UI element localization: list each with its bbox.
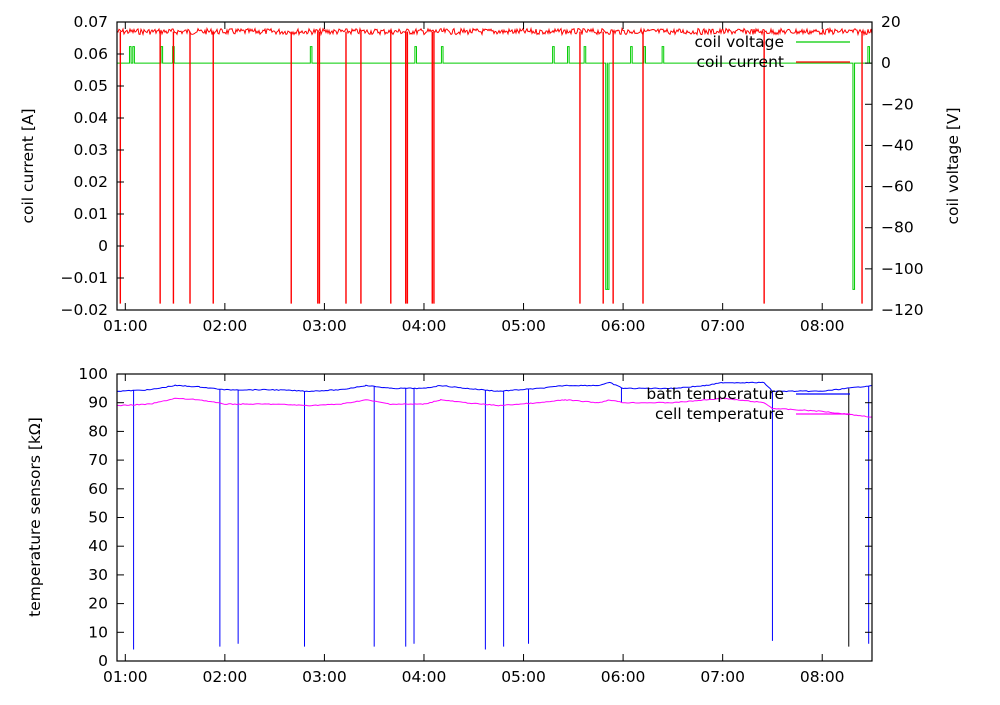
top-y-tick-label: 0.01 [73,205,108,223]
bottom-y-tick-label: 30 [88,566,108,584]
top-chart-series [116,26,873,304]
top-y-tick-label: 0.07 [73,13,108,31]
top-x-tick-label: 08:00 [800,317,845,335]
bottom-chart-series [116,381,873,650]
cell-temperature-line [116,397,873,418]
bottom-y-tick-label: 70 [88,451,108,469]
bottom-y-tick-label: 0 [98,652,108,670]
bottom-x-tick-label: 01:00 [103,668,148,686]
top-y2-tick-label: −40 [881,136,914,154]
top-x-tick-label: 04:00 [402,317,447,335]
top-y-tick-label: 0.04 [73,109,108,127]
top-y-tick-label: 0.02 [73,173,108,191]
top-y-tick-label: 0.03 [73,141,108,159]
bottom-x-tick-label: 03:00 [302,668,347,686]
top-y2-tick-label: 20 [881,13,901,31]
top-y-tick-label: 0.06 [73,45,108,63]
bottom-y-tick-label: 60 [88,480,108,498]
top-legend-label: coil voltage [695,33,784,51]
bottom-x-tick-label: 08:00 [800,668,845,686]
top-x-tick-label: 02:00 [203,317,248,335]
bottom-x-tick-label: 05:00 [501,668,546,686]
bottom-x-tick-label: 02:00 [203,668,248,686]
bottom-y-tick-label: 20 [88,595,108,613]
top-y2-tick-label: −20 [881,95,914,113]
top-y-tick-label: 0 [98,237,108,255]
bottom-y-tick-label: 90 [88,394,108,412]
bottom-x-tick-label: 07:00 [700,668,745,686]
top-chart: 01:00 02:00 03:00 04:00 05:00 06:00 07:00 08:00… [19,13,962,335]
top-y2-tick-label: 0 [881,54,891,72]
bottom-chart-y-axis-label: temperature sensors [kΩ] [26,417,44,617]
top-chart-legend: coil voltage coil current [695,33,850,71]
top-y2-tick-label: −120 [881,301,924,319]
top-x-tick-label: 01:00 [103,317,148,335]
bottom-chart-axes: 01:00 02:00 03:00 04:00 05:00 06:00 07:00 08:00… [78,365,872,686]
bottom-y-tick-label: 50 [88,509,108,527]
coil-voltage-line [117,46,872,290]
bottom-legend-label: bath temperature [646,385,784,403]
bottom-x-tick-label: 04:00 [402,668,447,686]
top-legend-label: coil current [697,53,784,71]
coil-current-line [116,26,873,37]
top-x-tick-label: 06:00 [601,317,646,335]
top-x-tick-label: 03:00 [302,317,347,335]
top-chart-frame [116,21,873,311]
top-y2-tick-label: −60 [881,178,914,196]
top-y2-tick-label: −100 [881,260,924,278]
top-x-tick-label: 07:00 [700,317,745,335]
bottom-chart: 01:00 02:00 03:00 04:00 05:00 06:00 07:00 08:00… [26,365,873,686]
top-y2-tick-label: −80 [881,219,914,237]
top-chart-y2-axis-label: coil voltage [V] [944,107,962,224]
bottom-y-tick-label: 40 [88,537,108,555]
top-y-tick-label: −0.02 [61,301,109,319]
bottom-y-tick-label: 10 [88,623,108,641]
top-y-tick-label: 0.05 [73,77,108,95]
bottom-x-tick-label: 06:00 [601,668,646,686]
bottom-y-tick-label: 80 [88,422,108,440]
top-y-tick-label: −0.01 [61,269,109,287]
bottom-legend-label: cell temperature [655,405,784,423]
top-chart-axes: 01:00 02:00 03:00 04:00 05:00 06:00 07:00 08:00… [61,13,924,335]
top-x-tick-label: 05:00 [501,317,546,335]
bottom-chart-legend: bath temperature cell temperature [646,385,850,423]
top-chart-y-axis-label: coil current [A] [19,108,37,223]
bottom-y-tick-label: 100 [78,365,108,383]
bath-temperature-line [116,381,873,393]
